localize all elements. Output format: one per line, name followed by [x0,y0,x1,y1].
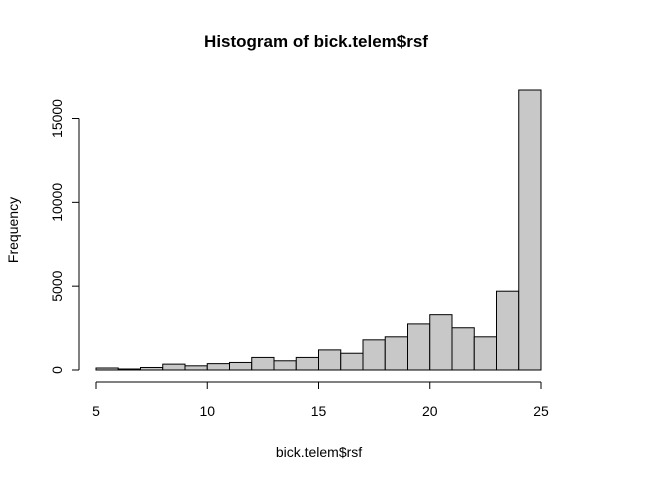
y-axis-label: Frequency [5,197,21,263]
x-axis: 5 10 15 20 25 [92,381,549,419]
histogram-bar [429,314,453,371]
histogram-bar [407,323,431,371]
y-tick-label: 15000 [49,99,65,138]
x-tick-label: 15 [311,403,327,419]
x-tick-label: 20 [422,403,438,419]
histogram-bar [95,367,119,371]
histogram-bar [473,336,497,371]
y-axis: 0 5000 10000 15000 [49,99,80,374]
chart-title: Histogram of bick.telem$rsf [204,32,428,51]
histogram-bar [184,365,208,371]
x-tick-label: 25 [533,403,549,419]
histogram-bar [206,363,230,371]
histogram-bar [229,361,253,371]
histogram-bar [295,356,319,371]
bars-group [95,89,542,371]
histogram-bar [451,327,475,371]
histogram-bar [496,290,520,371]
x-tick-label: 5 [92,403,100,419]
histogram-bar [140,366,164,371]
x-axis-label: bick.telem$rsf [276,444,362,460]
histogram-bar [251,356,275,371]
histogram-bar [117,368,141,371]
y-tick-label: 5000 [49,270,65,301]
histogram-bar [273,360,297,371]
histogram-bar [162,363,186,371]
y-tick-label: 0 [49,366,65,374]
histogram-bar [518,89,542,371]
histogram-bar [384,336,408,371]
histogram-bar [340,352,364,371]
x-tick-label: 10 [199,403,215,419]
histogram-bar [318,349,342,371]
y-tick-label: 10000 [49,183,65,222]
histogram-bar [362,339,386,371]
